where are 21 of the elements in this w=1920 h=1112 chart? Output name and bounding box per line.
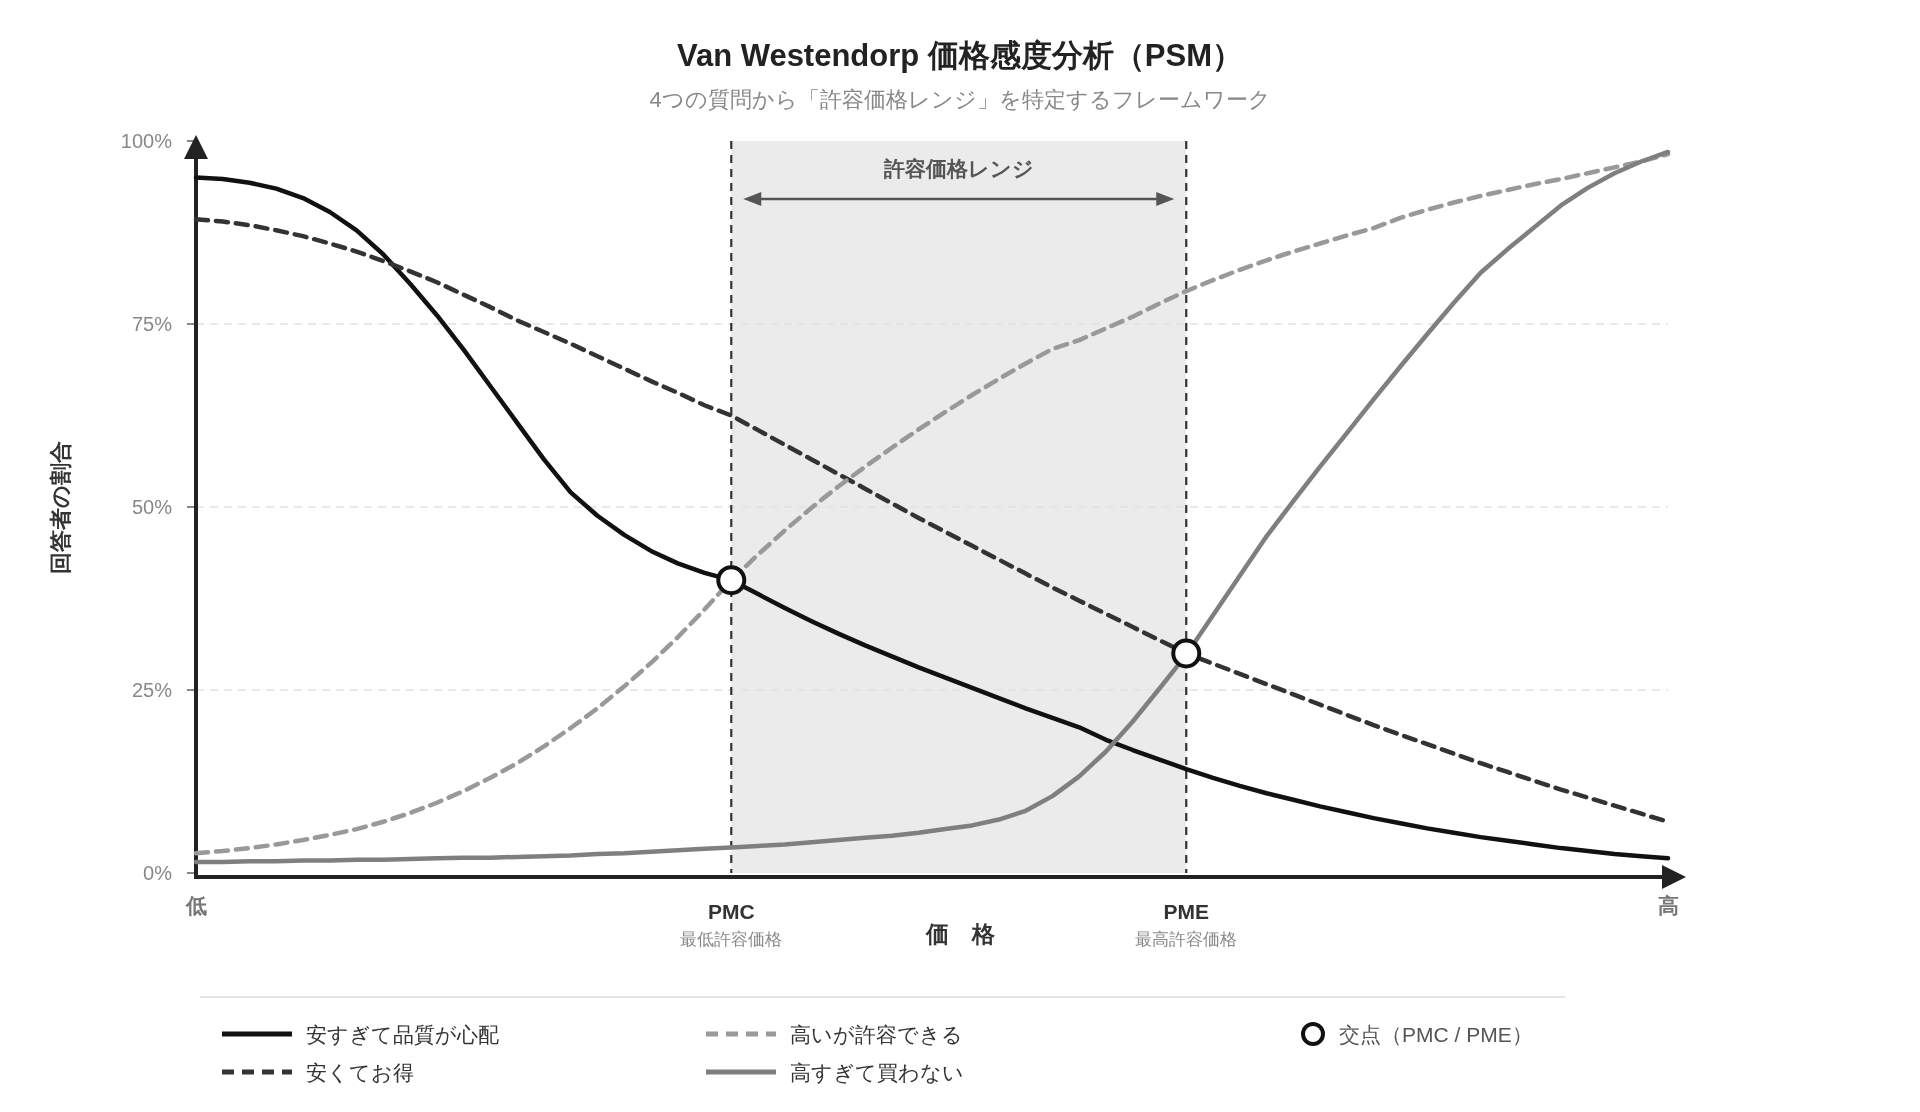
x-tick-label: PMC (707, 900, 755, 923)
chart-subtitle: 4つの質問から「許容価格レンジ」を特定するフレームワーク (649, 87, 1271, 112)
text: 最高許容価格 (1135, 930, 1238, 949)
y-tick-label: 25% (131, 679, 173, 701)
x-tick-label: PME (1163, 900, 1210, 923)
legend-label: 安くてお得 (306, 1061, 414, 1084)
legend-label: 高いが許容できる (790, 1023, 963, 1046)
x-tick-label: 高 (1657, 894, 1679, 917)
y-tick-label: 0% (143, 862, 173, 884)
y-tick-label: 100% (120, 130, 173, 152)
x-tick-label: 低 (184, 894, 207, 917)
y-tick-label: 50% (131, 496, 173, 518)
y-tick-label: 75% (131, 313, 173, 335)
y-axis-title: 回答者の割合 (48, 440, 73, 574)
band-label: 許容価格レンジ (882, 157, 1034, 180)
legend-label: 高すぎて買わない (790, 1061, 964, 1084)
text: 最低許容価格 (680, 930, 783, 949)
legend-label: 交点（PMC / PME） (1339, 1023, 1533, 1046)
chart-title: Van Westendorp 価格感度分析（PSM） (676, 38, 1244, 73)
legend-label: 安すぎて品質が心配 (306, 1023, 499, 1046)
x-axis-title: 価 格 (924, 921, 995, 947)
